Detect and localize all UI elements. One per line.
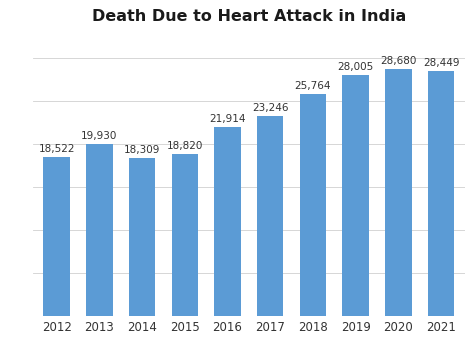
Bar	[129, 158, 155, 316]
Bar	[214, 127, 241, 316]
Text: 19,930: 19,930	[81, 131, 118, 141]
Text: 25,764: 25,764	[295, 81, 331, 91]
Title: Death Due to Heart Attack in India: Death Due to Heart Attack in India	[92, 9, 406, 24]
Text: 28,005: 28,005	[337, 62, 374, 72]
Bar	[86, 144, 113, 316]
Text: 21,914: 21,914	[209, 114, 246, 124]
Bar	[172, 154, 198, 316]
Bar	[44, 157, 70, 316]
Bar	[428, 71, 454, 316]
Bar	[385, 69, 411, 316]
Text: 28,680: 28,680	[380, 56, 417, 66]
Bar	[342, 75, 369, 316]
Text: 18,820: 18,820	[166, 141, 203, 151]
Text: 18,522: 18,522	[38, 143, 75, 153]
Text: 28,449: 28,449	[423, 58, 459, 68]
Bar	[257, 116, 283, 316]
Bar	[300, 94, 326, 316]
Text: 18,309: 18,309	[124, 145, 160, 155]
Text: 23,246: 23,246	[252, 103, 289, 113]
